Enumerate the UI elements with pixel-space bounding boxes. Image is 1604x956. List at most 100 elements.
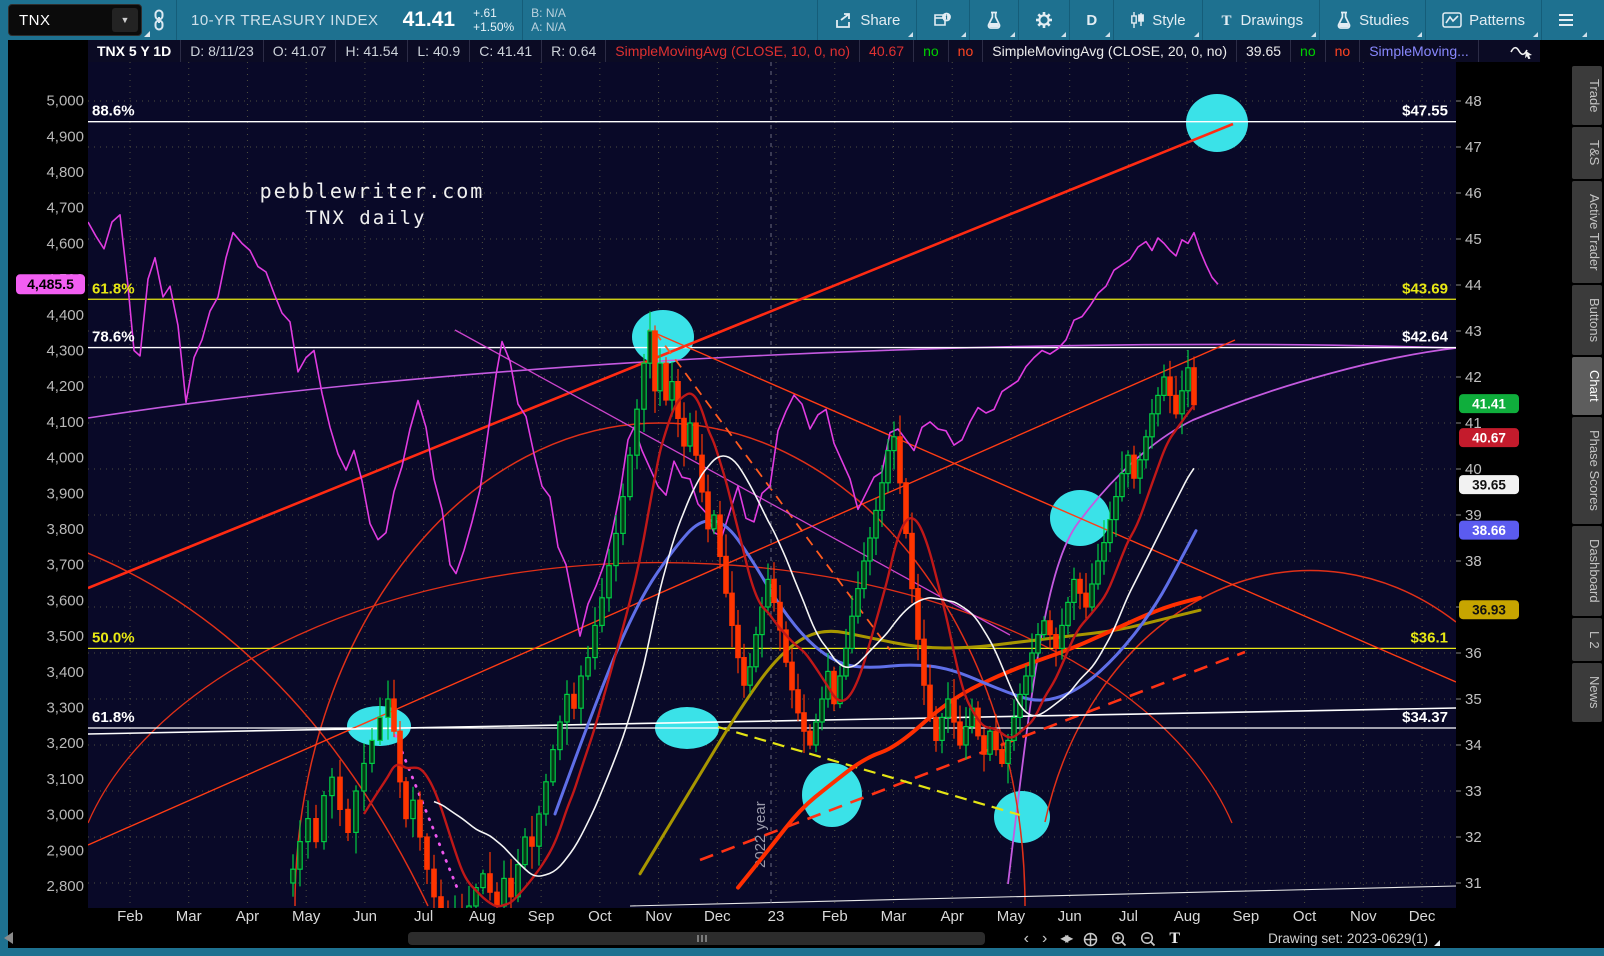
svg-text:3,500: 3,500 [46, 628, 84, 645]
alerts-button[interactable]: i [916, 0, 969, 40]
zoom-out-button[interactable] [1140, 931, 1156, 947]
watermark: pebblewriter.com TNX daily [260, 179, 483, 229]
fib-labels: 88.6% $47.55 61.8% $43.69 78.6% $42.64 50.0% $3… [92, 103, 1449, 726]
svg-text:Jun: Jun [353, 908, 377, 925]
plot-background [88, 62, 1456, 908]
scroll-right-button[interactable]: › [1041, 930, 1048, 947]
svg-text:Mar: Mar [881, 908, 907, 925]
svg-text:Apr: Apr [941, 908, 964, 925]
text-note-button[interactable]: T [1169, 930, 1180, 947]
side-tab-chart[interactable]: Chart [1572, 357, 1602, 416]
svg-text:46: 46 [1465, 185, 1482, 202]
svg-text:61.8%: 61.8% [92, 280, 135, 297]
svg-text:38.66: 38.66 [1472, 523, 1506, 538]
svg-text:3,200: 3,200 [46, 735, 84, 752]
snap-to-last-button[interactable]: ◂▸ [1060, 930, 1073, 947]
svg-text:4,300: 4,300 [46, 343, 84, 360]
top-toolbar: TNX ▼ 10-YR TREASURY INDEX 41.41 +.61 +1.… [0, 0, 1604, 40]
share-button[interactable]: Share [817, 0, 916, 40]
svg-text:40: 40 [1465, 461, 1482, 478]
trendlines [88, 122, 1456, 907]
svg-text:Feb: Feb [822, 908, 848, 925]
svg-text:4,400: 4,400 [46, 307, 84, 324]
svg-text:3,100: 3,100 [46, 771, 84, 788]
scroll-left-button[interactable]: ‹ [1023, 930, 1029, 947]
study-sma20-label[interactable]: SimpleMovingAvg (CLOSE, 20, 0, no) [983, 40, 1237, 62]
study-sma20-flag1[interactable]: no [1291, 40, 1326, 62]
right-tab-strip: Trade T&S Active Trader Buttons Chart Phase S… [1572, 66, 1602, 722]
svg-text:4,600: 4,600 [46, 235, 84, 252]
zoom-in-button[interactable] [1111, 931, 1127, 947]
svg-text:33: 33 [1465, 783, 1482, 800]
svg-text:3,800: 3,800 [46, 521, 84, 538]
patterns-button[interactable]: Patterns [1425, 0, 1541, 40]
svg-text:3,000: 3,000 [46, 807, 84, 824]
analyze-flask-button[interactable] [969, 0, 1018, 40]
svg-text:36: 36 [1465, 645, 1482, 662]
side-tab-l-2[interactable]: L 2 [1572, 617, 1602, 662]
link-symbol-icon[interactable] [142, 0, 176, 40]
drawing-set-selector[interactable]: Drawing set: 2023-0629(1) [1268, 931, 1440, 946]
study-sma10-flag2[interactable]: no [948, 40, 984, 62]
side-tab-buttons[interactable]: Buttons [1572, 285, 1602, 356]
svg-text:43: 43 [1465, 323, 1482, 340]
symbol-dropdown-arrow-icon[interactable]: ▼ [112, 8, 138, 32]
chart-range: R: 0.64 [542, 40, 607, 62]
svg-text:3,300: 3,300 [46, 700, 84, 717]
chart-low: L: 40.9 [408, 40, 471, 62]
svg-text:Jun: Jun [1058, 908, 1082, 925]
side-tab-trade[interactable]: Trade [1572, 66, 1602, 126]
overlay-sma200 [736, 595, 1202, 890]
svg-text:39: 39 [1465, 507, 1482, 524]
scrollbar-grip-icon[interactable] [696, 935, 707, 942]
chart-close: C: 41.41 [470, 40, 543, 62]
side-tab-active-trader[interactable]: Active Trader [1572, 180, 1602, 284]
collapse-panel-icon[interactable] [4, 932, 13, 944]
svg-text:41: 41 [1465, 415, 1482, 432]
svg-text:78.6%: 78.6% [92, 329, 135, 346]
menu-hamburger-icon[interactable] [1541, 0, 1590, 40]
svg-text:4,900: 4,900 [46, 128, 84, 145]
price-chart[interactable]: 2022 year2,8002,9003,0003,1003,2003,3003… [8, 62, 1540, 930]
timeframe-button[interactable]: D [1069, 0, 1113, 40]
studies-flask-button[interactable]: Studies [1319, 0, 1425, 40]
side-tab-phase-scores[interactable]: Phase Scores [1572, 417, 1602, 525]
price-badges: 41.41 40.67 39.65 38.66 36.93 4,485.5 [16, 274, 1519, 620]
svg-text:2,800: 2,800 [46, 878, 84, 895]
side-tab-t-s[interactable]: T&S [1572, 127, 1602, 179]
axes-labels: 2,800 2,900 3,000 3,100 3,200 3,300 3,400 3,500… [46, 93, 1481, 925]
study-sma10-flag1[interactable]: no [914, 40, 949, 62]
settings-gear-icon[interactable] [1018, 0, 1069, 40]
chart-date: D: 8/11/23 [181, 40, 264, 62]
svg-text:4,485.5: 4,485.5 [27, 276, 74, 292]
svg-text:Oct: Oct [1293, 908, 1317, 925]
pan-button[interactable] [1083, 932, 1098, 947]
chart-open: O: 41.07 [263, 40, 337, 62]
side-tab-dashboard[interactable]: Dashboard [1572, 526, 1602, 616]
symbol-combobox[interactable]: TNX ▼ [8, 4, 150, 37]
drawings-button[interactable]: T Drawings [1201, 0, 1320, 40]
svg-text:Nov: Nov [645, 908, 672, 925]
study-line-sma10 [362, 392, 1195, 908]
svg-text:3,900: 3,900 [46, 485, 84, 502]
svg-text:47: 47 [1465, 139, 1482, 156]
last-price: 41.41 [402, 8, 456, 31]
side-tab-news[interactable]: News [1572, 663, 1602, 722]
svg-text:88.6%: 88.6% [92, 103, 135, 120]
study-sma3-label[interactable]: SimpleMoving... [1360, 40, 1479, 62]
svg-text:61.8%: 61.8% [92, 709, 135, 726]
drawing-curves [88, 343, 1456, 907]
svg-text:May: May [292, 908, 321, 925]
quick-study-pointer-icon[interactable] [1510, 43, 1534, 59]
study-sma10-label[interactable]: SimpleMovingAvg (CLOSE, 10, 0, no) [606, 40, 861, 62]
time-scrollbar[interactable] [408, 932, 985, 945]
svg-text:50.0%: 50.0% [92, 629, 135, 646]
svg-text:Aug: Aug [1174, 908, 1201, 925]
toolbar-buttons: Share i D Style T Drawings Studies [817, 0, 1590, 40]
symbol-input[interactable]: TNX [19, 11, 51, 29]
svg-text:Sep: Sep [1233, 908, 1260, 925]
svg-text:$43.69: $43.69 [1402, 280, 1448, 297]
style-button[interactable]: Style [1113, 0, 1201, 40]
window-frame-left [0, 40, 8, 956]
study-sma20-flag2[interactable]: no [1325, 40, 1361, 62]
